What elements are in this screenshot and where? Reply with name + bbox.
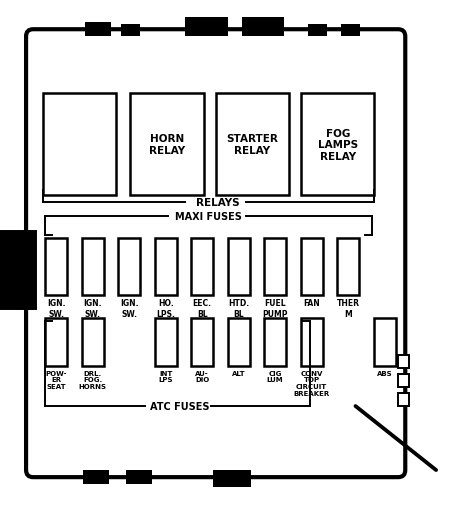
Bar xyxy=(301,238,323,295)
Bar xyxy=(398,393,409,406)
Bar xyxy=(45,238,67,295)
Text: FAN: FAN xyxy=(303,299,320,308)
Bar xyxy=(121,25,140,37)
Text: CONV
TOP
CIRCUIT
BREAKER: CONV TOP CIRCUIT BREAKER xyxy=(293,370,330,396)
Text: THER
M: THER M xyxy=(337,299,360,318)
Bar xyxy=(264,238,286,295)
Bar xyxy=(228,319,250,366)
Bar xyxy=(118,238,140,295)
Text: FOG
LAMPS
RELAY: FOG LAMPS RELAY xyxy=(318,128,358,162)
Bar xyxy=(155,319,177,366)
Text: IGN.
SW.: IGN. SW. xyxy=(120,299,138,318)
Bar xyxy=(43,94,116,196)
Text: ATC FUSES: ATC FUSES xyxy=(150,401,210,411)
Bar xyxy=(191,319,213,366)
Text: INT
LPS: INT LPS xyxy=(158,370,173,383)
Bar xyxy=(398,355,409,369)
Text: HORN
RELAY: HORN RELAY xyxy=(149,134,185,156)
Bar xyxy=(82,238,104,295)
Text: ABS: ABS xyxy=(377,370,392,376)
Bar xyxy=(130,94,204,196)
Bar xyxy=(264,319,286,366)
Text: RELAYS: RELAYS xyxy=(196,198,240,208)
Bar xyxy=(85,23,111,37)
Bar xyxy=(126,470,152,484)
Bar xyxy=(308,25,327,37)
Bar xyxy=(83,470,109,484)
Text: AU-
DIO: AU- DIO xyxy=(195,370,210,383)
Bar xyxy=(337,238,359,295)
Bar xyxy=(341,25,360,37)
Text: DRL.
FOG.
HORNS: DRL. FOG. HORNS xyxy=(79,370,107,389)
FancyBboxPatch shape xyxy=(26,30,405,477)
Bar xyxy=(398,374,409,387)
Bar xyxy=(185,18,228,37)
Text: MAXI FUSES: MAXI FUSES xyxy=(175,212,242,222)
Text: EEC.
BL: EEC. BL xyxy=(192,299,212,318)
Bar xyxy=(301,319,323,366)
Text: FUEL
PUMP: FUEL PUMP xyxy=(263,299,288,318)
Text: HO.
LPS.: HO. LPS. xyxy=(156,299,175,318)
Bar xyxy=(374,319,396,366)
Bar xyxy=(242,18,284,37)
Text: IGN.
SW.: IGN. SW. xyxy=(83,299,102,318)
Bar xyxy=(301,94,374,196)
Bar xyxy=(213,470,251,487)
Bar xyxy=(155,238,177,295)
Text: STARTER
RELAY: STARTER RELAY xyxy=(227,134,278,156)
Bar xyxy=(82,319,104,366)
Bar xyxy=(0,231,36,309)
Bar xyxy=(216,94,289,196)
Text: IGN.
SW.: IGN. SW. xyxy=(47,299,65,318)
Text: POW-
ER
SEAT: POW- ER SEAT xyxy=(46,370,67,389)
Bar xyxy=(45,319,67,366)
Text: ALT: ALT xyxy=(232,370,246,376)
Bar xyxy=(228,238,250,295)
Text: CIG
LUM: CIG LUM xyxy=(267,370,283,383)
Text: HTD.
BL: HTD. BL xyxy=(228,299,249,318)
Bar xyxy=(191,238,213,295)
